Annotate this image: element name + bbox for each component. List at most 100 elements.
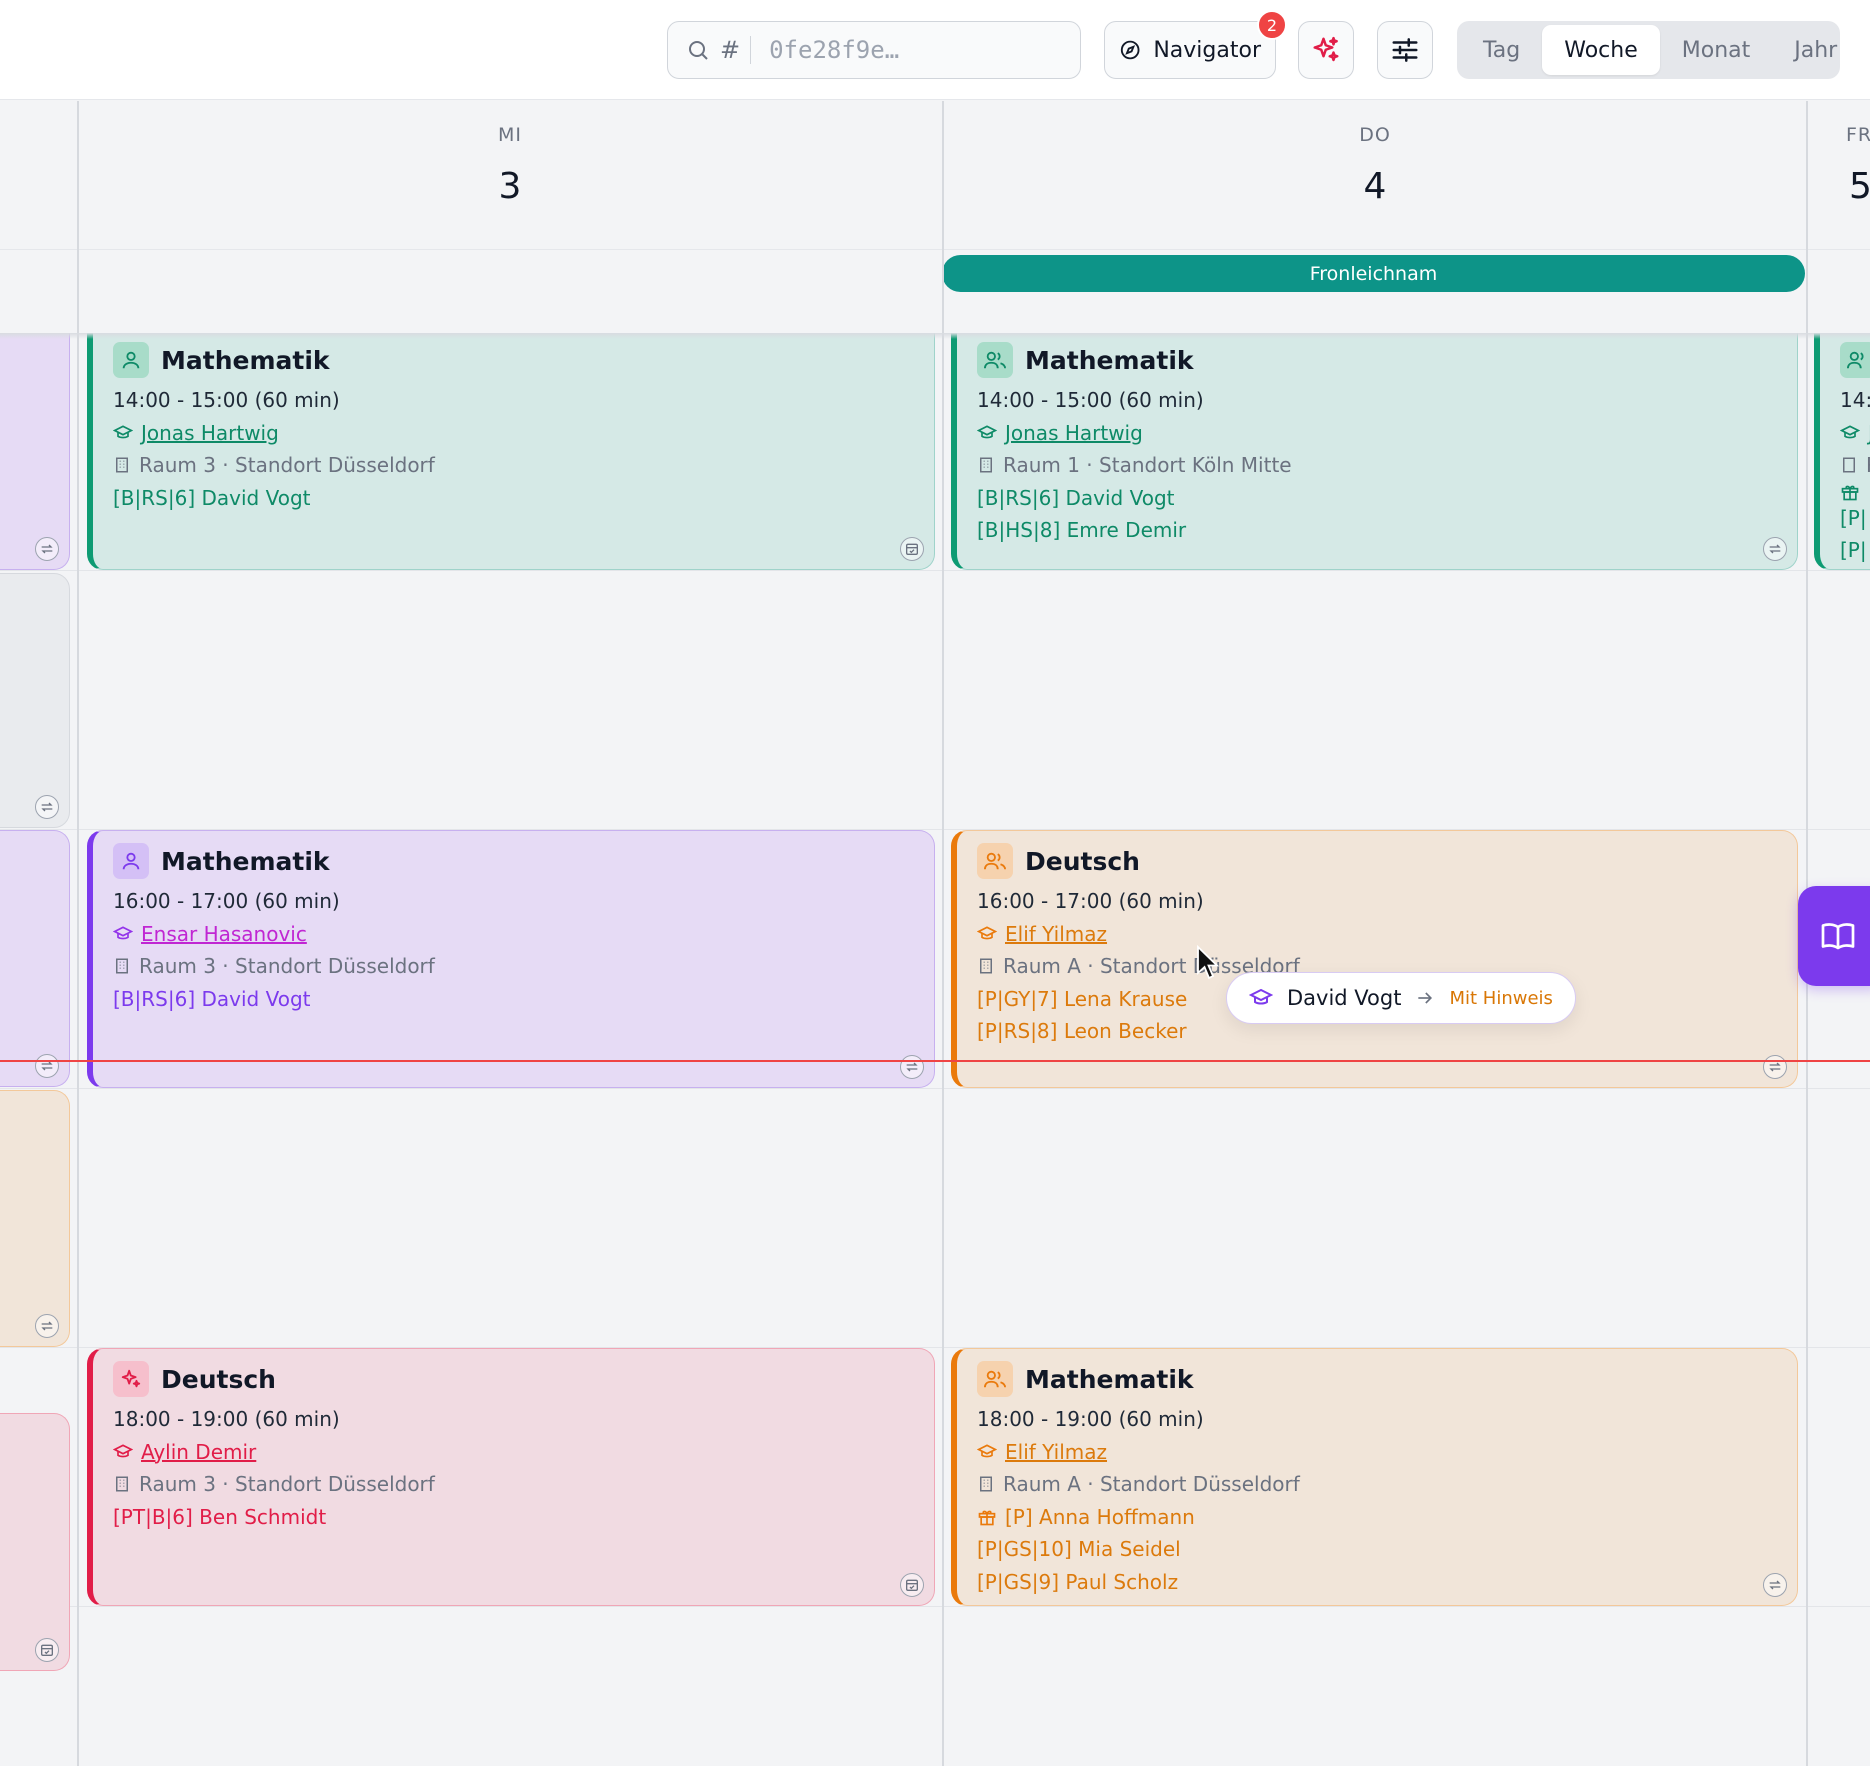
student-entry[interactable]: [B|RS|6] David Vogt xyxy=(113,485,311,510)
mouse-cursor xyxy=(1197,945,1220,980)
view-day[interactable]: Tag xyxy=(1483,37,1521,63)
event-room: R xyxy=(1866,449,1870,482)
student-entry[interactable]: [P| xyxy=(1840,505,1867,530)
sparkles-icon xyxy=(113,1361,149,1397)
hour-line xyxy=(0,570,1870,571)
gift-icon xyxy=(978,1510,996,1526)
student-entry[interactable]: [B|RS|6] David Vogt xyxy=(977,485,1175,510)
event-card[interactable] xyxy=(0,333,70,570)
event-title: Deutsch xyxy=(161,1364,276,1394)
holiday-banner[interactable]: Fronleichnam xyxy=(942,255,1805,292)
teacher-link[interactable]: Jonas Hartwig xyxy=(141,420,279,445)
event-room: Raum A · Standort Düsseldorf xyxy=(1003,1472,1300,1496)
hour-line xyxy=(0,1347,1870,1348)
event-time: 14:00 - 15:00 (60 min) xyxy=(113,388,340,412)
repeat-icon xyxy=(900,1055,924,1079)
teacher-link[interactable]: Jonas Hartwig xyxy=(1005,420,1143,445)
event-card[interactable]: Mathematik 16:00 - 17:00 (60 min) Ensar … xyxy=(87,830,935,1088)
book-open-button[interactable] xyxy=(1798,886,1870,986)
hour-line xyxy=(0,829,1870,830)
calendar-grid: Mathematik 14:00 - 15:00 (60 min) Jonas … xyxy=(0,333,1870,1766)
search-box[interactable]: # xyxy=(667,21,1081,79)
event-card[interactable] xyxy=(0,830,70,1087)
graduation-cap-icon xyxy=(977,1444,997,1458)
event-card[interactable]: Deutsch 16:00 - 17:00 (60 min) Elif Yilm… xyxy=(951,830,1798,1088)
sparkles-icon xyxy=(1313,36,1339,62)
event-card[interactable]: Mathematik 14:00 - 15:00 (60 min) Jonas … xyxy=(951,333,1798,570)
calendar-check-icon xyxy=(35,1638,59,1662)
gift-icon xyxy=(1841,485,1859,500)
event-title: Mathematik xyxy=(1025,1364,1194,1394)
weekday-label: FR xyxy=(1846,124,1870,146)
filter-button[interactable] xyxy=(1377,21,1433,79)
event-card[interactable]: Mathematik 18:00 - 19:00 (60 min) Elif Y… xyxy=(951,1348,1798,1606)
building-icon xyxy=(1843,457,1855,473)
event-card[interactable]: Mathematik 14:00 - 15:00 (60 min) Jonas … xyxy=(87,333,935,570)
event-time: 18:00 - 19:00 (60 min) xyxy=(977,1407,1204,1431)
notification-badge: 2 xyxy=(1257,10,1287,40)
repeat-icon xyxy=(1763,537,1787,561)
repeat-icon xyxy=(1763,1573,1787,1597)
repeat-icon xyxy=(35,795,59,819)
teacher-link[interactable]: Elif Yilmaz xyxy=(1005,921,1108,946)
user-icon xyxy=(113,342,149,378)
event-card[interactable]: Deutsch 18:00 - 19:00 (60 min) Aylin Dem… xyxy=(87,1348,935,1606)
teacher-link[interactable]: J xyxy=(1868,417,1870,450)
building-icon xyxy=(980,958,992,974)
event-card[interactable] xyxy=(0,1413,70,1671)
student-entry[interactable]: [B|HS|8] Emre Demir xyxy=(977,518,1187,542)
all-day-divider xyxy=(0,249,1870,250)
navigator-label: Navigator xyxy=(1153,37,1261,63)
student-entry[interactable]: [P|GS|9] Paul Scholz xyxy=(977,1569,1179,1594)
view-month[interactable]: Monat xyxy=(1681,37,1751,63)
teacher-link[interactable]: Elif Yilmaz xyxy=(1005,1439,1108,1464)
calendar-check-icon xyxy=(900,1573,924,1597)
book-open-icon xyxy=(1821,923,1855,950)
event-room: Raum 1 · Standort Köln Mitte xyxy=(1003,453,1292,477)
graduation-cap-icon xyxy=(977,425,997,439)
sliders-icon xyxy=(1392,38,1418,62)
repeat-icon xyxy=(35,1314,59,1338)
student-entry[interactable]: [P| xyxy=(1840,538,1867,562)
teacher-link[interactable]: Ensar Hasanovic xyxy=(141,921,307,946)
search-input[interactable] xyxy=(769,36,1030,64)
event-title: Mathematik xyxy=(161,345,330,375)
view-week[interactable]: Woche xyxy=(1542,25,1660,75)
student-entry[interactable]: [PT|B|6] Ben Schmidt xyxy=(113,1504,327,1529)
building-icon xyxy=(116,1476,128,1492)
graduation-cap-icon xyxy=(113,1444,133,1458)
event-card[interactable] xyxy=(0,573,70,828)
search-prefix: # xyxy=(720,36,741,64)
compass-icon xyxy=(1120,40,1140,60)
trial-student-entry[interactable]: [P] Anna Hoffmann xyxy=(1005,1504,1195,1529)
day-number[interactable]: 3 xyxy=(498,166,522,207)
event-time: 14:00 - 15:00 (60 min) xyxy=(977,388,1204,412)
graduation-cap-icon xyxy=(113,425,133,439)
day-number[interactable]: 5 xyxy=(1849,166,1870,207)
navigator-button[interactable]: Navigator 2 xyxy=(1104,10,1287,79)
event-card[interactable]: 14: J R [P| [P| xyxy=(1814,333,1870,570)
event-room: Raum 3 · Standort Düsseldorf xyxy=(139,453,435,477)
event-card[interactable] xyxy=(0,1090,70,1347)
users-icon xyxy=(977,342,1013,378)
graduation-cap-icon xyxy=(1249,988,1273,1005)
student-entry[interactable]: [P|GS|10] Mia Seidel xyxy=(977,1537,1181,1561)
day-number[interactable]: 4 xyxy=(1363,166,1387,207)
student-entry[interactable]: [P|RS|8] Leon Becker xyxy=(977,1019,1187,1043)
users-icon xyxy=(977,843,1013,879)
ai-assistant-button[interactable] xyxy=(1298,21,1354,79)
day-header xyxy=(0,101,1870,333)
repeat-icon xyxy=(35,1054,59,1078)
view-year[interactable]: Jahr xyxy=(1794,37,1838,63)
event-time: 14: xyxy=(1840,388,1870,412)
student-entry[interactable]: [B|RS|6] David Vogt xyxy=(113,986,311,1011)
repeat-icon xyxy=(35,537,59,561)
event-title: Deutsch xyxy=(1025,846,1140,876)
arrow-right-icon xyxy=(1418,992,1433,1004)
student-entry[interactable]: [P|GY|7] Lena Krause xyxy=(977,986,1188,1011)
column-divider xyxy=(77,101,79,1766)
event-room: Raum 3 · Standort Düsseldorf xyxy=(139,1472,435,1496)
calendar-check-icon xyxy=(900,537,924,561)
teacher-link[interactable]: Aylin Demir xyxy=(141,1439,257,1464)
event-time: 18:00 - 19:00 (60 min) xyxy=(113,1407,340,1431)
